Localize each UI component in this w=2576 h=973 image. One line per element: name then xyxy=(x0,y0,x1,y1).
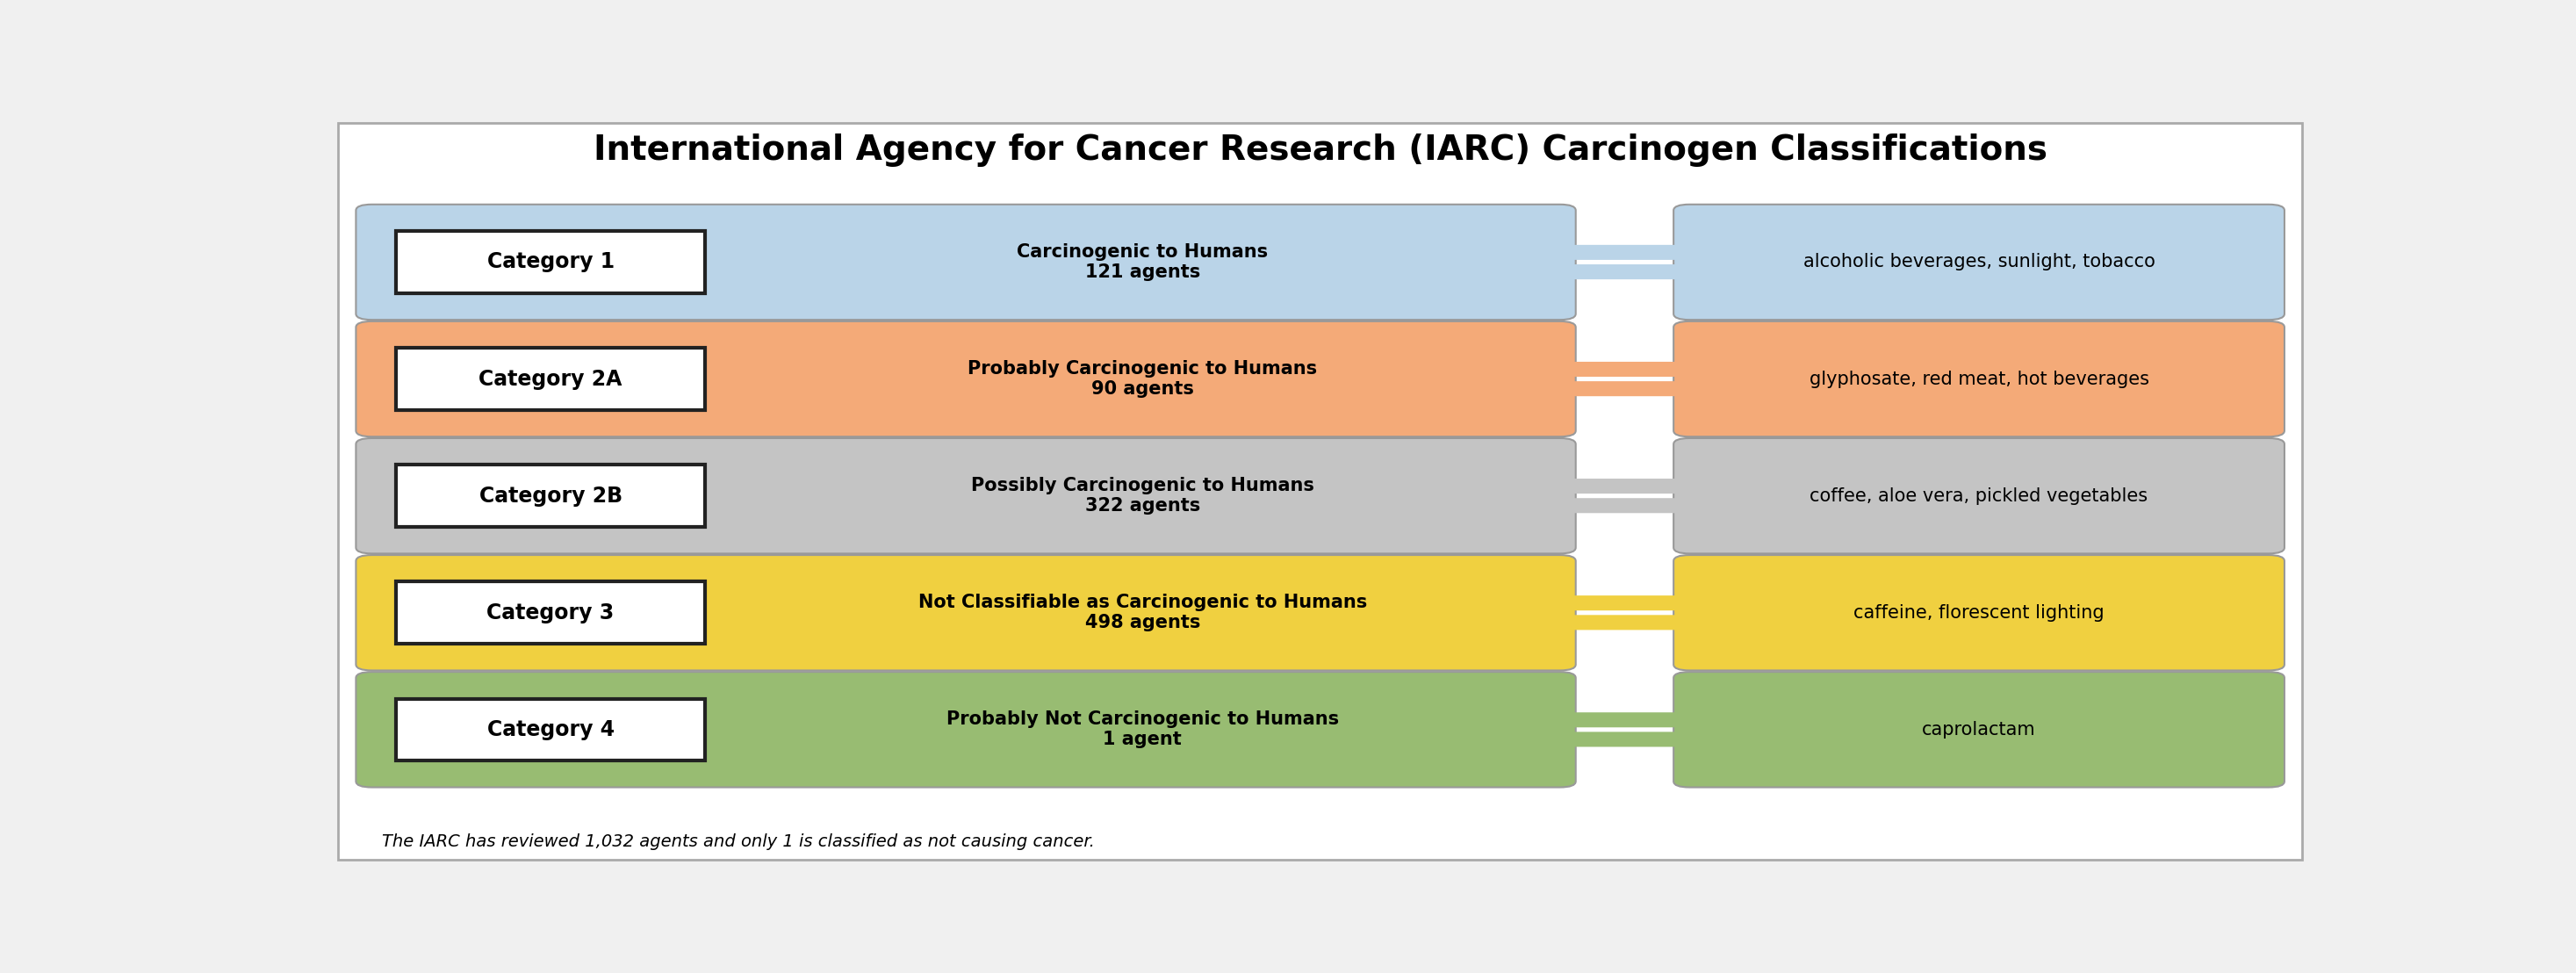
Text: Probably Not Carcinogenic to Humans
1 agent: Probably Not Carcinogenic to Humans 1 ag… xyxy=(945,710,1340,748)
Text: Category 4: Category 4 xyxy=(487,719,613,740)
Text: International Agency for Cancer Research (IARC) Carcinogen Classifications: International Agency for Cancer Research… xyxy=(592,134,2048,167)
FancyBboxPatch shape xyxy=(1674,321,2285,437)
FancyBboxPatch shape xyxy=(355,321,1577,437)
Bar xyxy=(397,348,706,410)
Bar xyxy=(397,699,706,761)
FancyBboxPatch shape xyxy=(1569,245,1692,260)
Text: Category 1: Category 1 xyxy=(487,252,613,272)
Text: caprolactam: caprolactam xyxy=(1922,721,2035,739)
FancyBboxPatch shape xyxy=(355,555,1577,670)
FancyBboxPatch shape xyxy=(1674,204,2285,320)
Text: Possibly Carcinogenic to Humans
322 agents: Possibly Carcinogenic to Humans 322 agen… xyxy=(971,477,1314,515)
FancyBboxPatch shape xyxy=(1569,265,1692,279)
FancyBboxPatch shape xyxy=(1569,712,1692,728)
FancyBboxPatch shape xyxy=(1674,672,2285,787)
FancyBboxPatch shape xyxy=(1569,362,1692,377)
FancyBboxPatch shape xyxy=(1569,615,1692,630)
FancyBboxPatch shape xyxy=(1569,595,1692,610)
Text: Not Classifiable as Carcinogenic to Humans
498 agents: Not Classifiable as Carcinogenic to Huma… xyxy=(917,594,1368,631)
Text: alcoholic beverages, sunlight, tobacco: alcoholic beverages, sunlight, tobacco xyxy=(1803,253,2156,270)
FancyBboxPatch shape xyxy=(1569,479,1692,493)
Bar xyxy=(397,582,706,644)
Text: caffeine, florescent lighting: caffeine, florescent lighting xyxy=(1855,604,2105,622)
FancyBboxPatch shape xyxy=(337,123,2303,860)
FancyBboxPatch shape xyxy=(1569,732,1692,747)
Bar xyxy=(397,232,706,293)
Text: coffee, aloe vera, pickled vegetables: coffee, aloe vera, pickled vegetables xyxy=(1811,487,2148,505)
Text: Probably Carcinogenic to Humans
90 agents: Probably Carcinogenic to Humans 90 agent… xyxy=(969,360,1316,398)
FancyBboxPatch shape xyxy=(355,204,1577,320)
Text: Category 2A: Category 2A xyxy=(479,369,623,389)
FancyBboxPatch shape xyxy=(355,438,1577,554)
Text: Category 3: Category 3 xyxy=(487,602,613,624)
Text: Carcinogenic to Humans
121 agents: Carcinogenic to Humans 121 agents xyxy=(1018,243,1267,281)
FancyBboxPatch shape xyxy=(1569,381,1692,396)
Bar xyxy=(397,465,706,526)
FancyBboxPatch shape xyxy=(1674,555,2285,670)
Text: The IARC has reviewed 1,032 agents and only 1 is classified as not causing cance: The IARC has reviewed 1,032 agents and o… xyxy=(381,834,1095,850)
Text: Category 2B: Category 2B xyxy=(479,486,623,506)
FancyBboxPatch shape xyxy=(1569,498,1692,513)
FancyBboxPatch shape xyxy=(1674,438,2285,554)
FancyBboxPatch shape xyxy=(355,672,1577,787)
Text: glyphosate, red meat, hot beverages: glyphosate, red meat, hot beverages xyxy=(1808,370,2148,388)
